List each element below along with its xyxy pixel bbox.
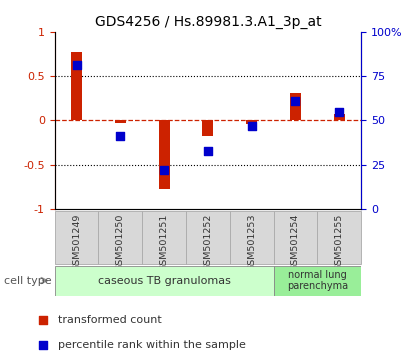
Text: percentile rank within the sample: percentile rank within the sample [58,340,246,350]
Bar [98,211,142,264]
Text: GSM501249: GSM501249 [72,213,81,271]
Bar [55,266,273,296]
Text: GSM501254: GSM501254 [291,213,300,271]
Text: cell type: cell type [4,275,52,286]
Bar [230,211,273,264]
Bar [290,93,301,120]
Text: GSM501251: GSM501251 [160,213,168,271]
Title: GDS4256 / Hs.89981.3.A1_3p_at: GDS4256 / Hs.89981.3.A1_3p_at [94,16,321,29]
Bar [246,120,257,124]
Point [39,342,47,348]
Text: GSM501252: GSM501252 [203,213,213,271]
Point [39,317,47,323]
Point [292,98,299,104]
Text: GSM501250: GSM501250 [116,213,125,271]
Text: caseous TB granulomas: caseous TB granulomas [98,275,231,286]
Text: GSM501253: GSM501253 [247,213,256,271]
Bar [142,211,186,264]
Point [73,63,80,68]
Bar [71,52,82,120]
Point [205,149,211,154]
Text: transformed count: transformed count [58,315,162,325]
Point [117,133,123,139]
Bar [334,114,345,120]
Bar [273,266,361,296]
Point [161,167,168,173]
Point [248,123,255,129]
Bar [55,211,98,264]
Bar [202,120,213,136]
Bar [159,120,170,189]
Bar [115,120,126,123]
Bar [186,211,230,264]
Text: normal lung
parenchyma: normal lung parenchyma [287,270,348,291]
Bar [273,211,318,264]
Text: GSM501255: GSM501255 [335,213,344,271]
Bar [318,211,361,264]
Point [336,109,343,114]
